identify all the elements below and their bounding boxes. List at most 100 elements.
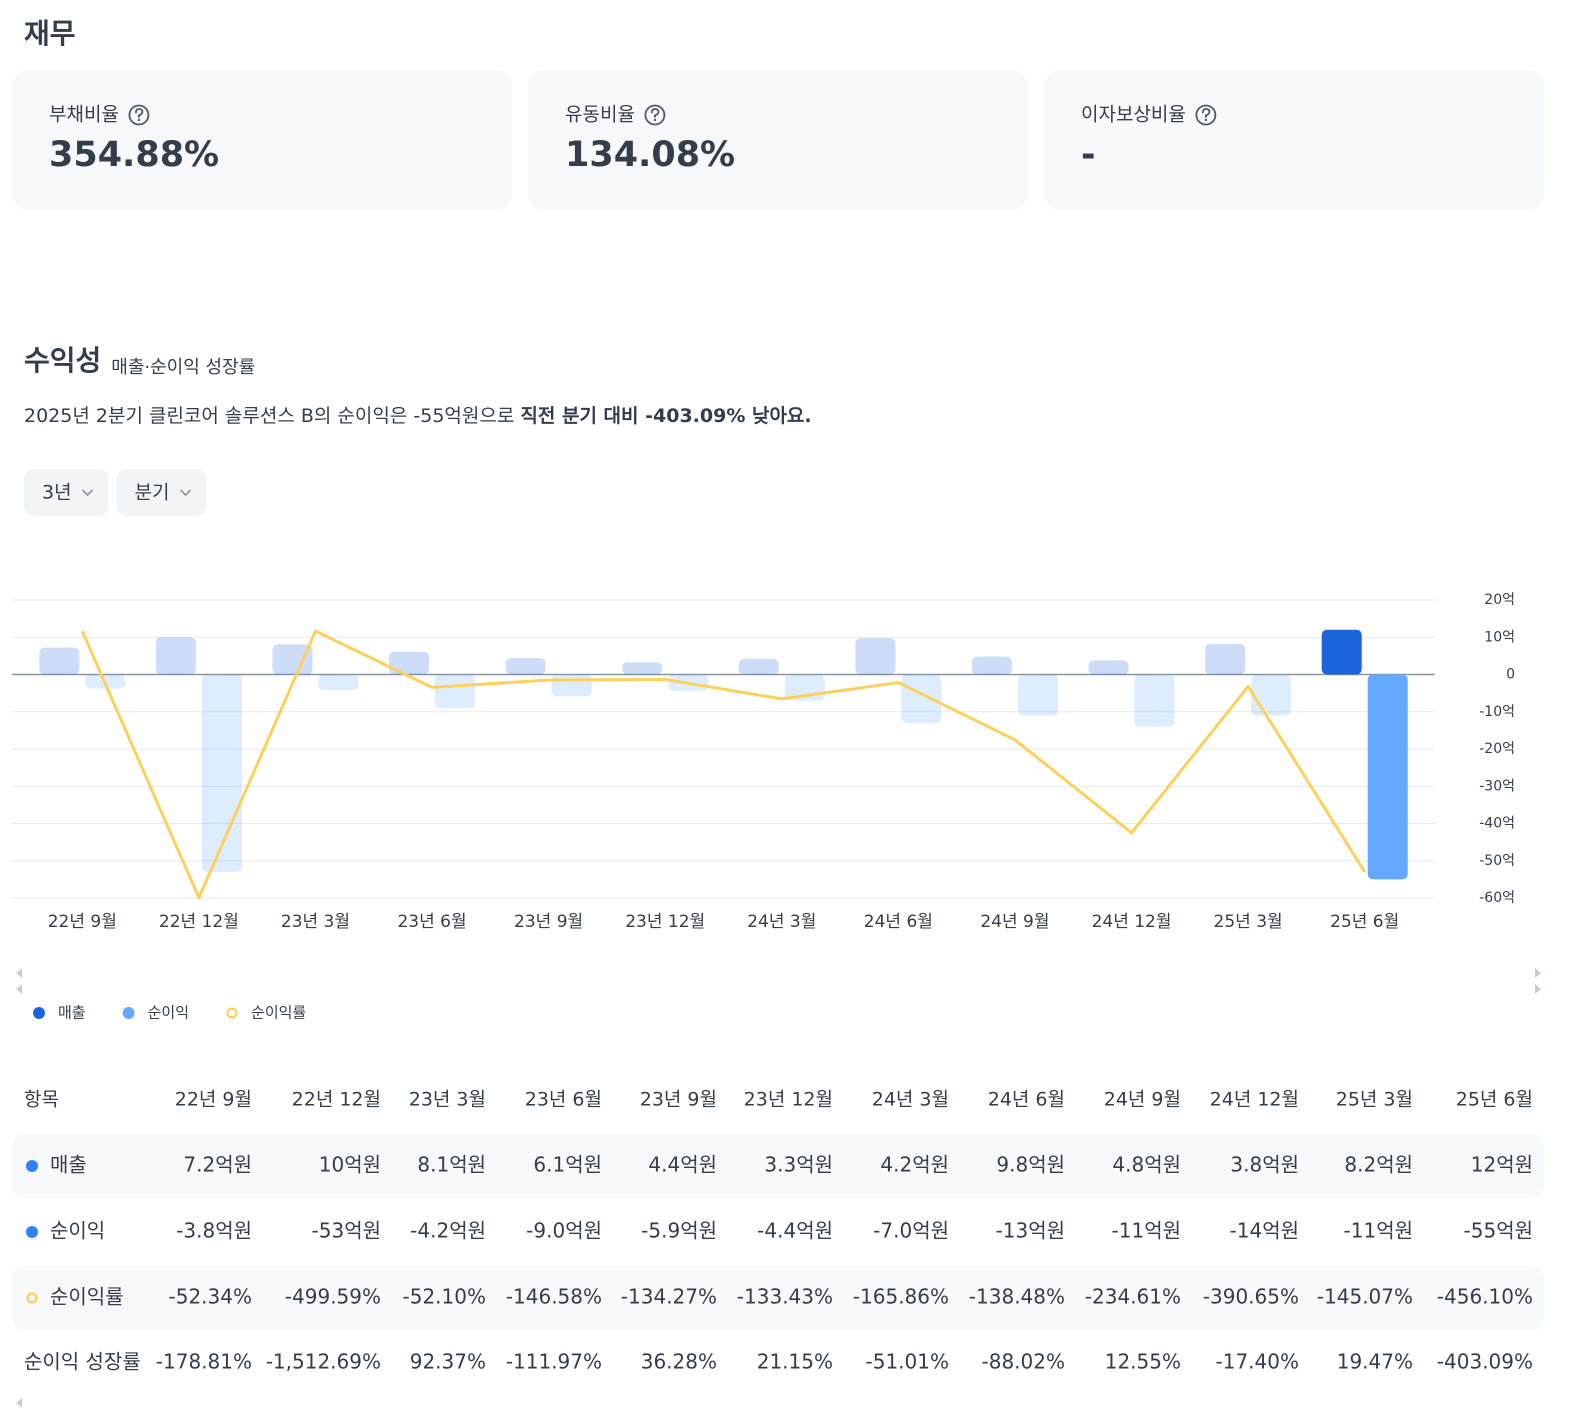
metric-value: 134.08%	[565, 135, 735, 175]
bar[interactable]	[1367, 674, 1408, 880]
help-icon[interactable]	[128, 104, 150, 126]
table-cell: -138.48%	[969, 1285, 1065, 1309]
bar[interactable]	[1134, 674, 1175, 727]
row-label: 순이익률	[50, 1285, 124, 1309]
bar[interactable]	[1321, 629, 1362, 675]
table-cell: -11억원	[1112, 1219, 1181, 1243]
bar[interactable]	[971, 656, 1012, 675]
bar[interactable]	[505, 658, 546, 675]
legend-label: 매출	[58, 1004, 86, 1022]
growth-cell: 19.47%	[1337, 1350, 1413, 1374]
bar[interactable]	[738, 658, 779, 675]
y-tick-label: 0	[1506, 667, 1515, 683]
x-tick-label: 24년 3월	[747, 912, 816, 932]
growth-cell: 21.15%	[757, 1350, 833, 1374]
x-tick-label: 22년 9월	[48, 912, 117, 932]
bar[interactable]	[1205, 643, 1246, 675]
filter-dropdown[interactable]: 3년	[24, 469, 109, 516]
filter-dropdown[interactable]: 분기	[116, 469, 207, 516]
legend-marker	[33, 1007, 45, 1019]
scroll-arrow[interactable]	[16, 984, 22, 994]
table-cell: 7.2억원	[183, 1153, 252, 1177]
bar[interactable]	[318, 674, 359, 691]
row-marker	[26, 1292, 38, 1304]
table-cell: -3.8억원	[176, 1219, 252, 1243]
table-cell: -133.43%	[737, 1285, 833, 1309]
x-tick-label: 22년 12월	[159, 912, 239, 932]
help-icon[interactable]	[1195, 104, 1217, 126]
scroll-arrow[interactable]	[1535, 968, 1541, 978]
table-header-cell: 23년 6월	[525, 1089, 602, 1111]
table-header-cell: 23년 3월	[409, 1089, 486, 1111]
table-cell: -499.59%	[285, 1285, 381, 1309]
table-header-cell: 24년 3월	[872, 1089, 949, 1111]
table-cell: 4.8억원	[1112, 1153, 1181, 1177]
line-series	[80, 629, 1366, 900]
row-label: 매출	[50, 1153, 87, 1177]
bar[interactable]	[389, 651, 430, 675]
bar[interactable]	[155, 637, 196, 675]
bar[interactable]	[1017, 674, 1058, 716]
section-title: 수익성	[24, 344, 101, 377]
metric-value: 354.88%	[49, 135, 219, 175]
filter-button	[24, 469, 109, 516]
help-circle	[644, 104, 666, 126]
x-tick-label: 24년 6월	[864, 912, 933, 932]
bar[interactable]	[39, 647, 80, 675]
x-tick-label: 25년 6월	[1330, 912, 1399, 932]
metric-label: 유동비율	[565, 104, 635, 126]
growth-cell: 36.28%	[641, 1350, 717, 1374]
legend-label: 순이익	[148, 1004, 189, 1022]
bar[interactable]	[551, 674, 592, 697]
help-icon[interactable]	[644, 104, 666, 126]
table-cell: -4.2억원	[410, 1219, 486, 1243]
scroll-arrow[interactable]	[16, 1398, 22, 1408]
legend-marker	[226, 1007, 238, 1019]
help-circle	[1195, 104, 1217, 126]
y-tick-label: -40억	[1479, 816, 1515, 832]
bar[interactable]	[1088, 660, 1129, 675]
table-row-bg	[12, 1134, 1544, 1198]
section-subtitle: 매출·순이익 성장률	[111, 357, 255, 378]
table-cell: 10억원	[319, 1153, 381, 1177]
table-cell: -11억원	[1344, 1219, 1413, 1243]
help-dot	[653, 118, 657, 122]
y-tick-label: 20억	[1484, 592, 1515, 608]
table-cell: -4.4억원	[757, 1219, 833, 1243]
help-mark	[651, 108, 660, 118]
table-cell: -55억원	[1464, 1219, 1533, 1243]
bar[interactable]	[435, 674, 476, 709]
summary-emphasis: 직전 분기 대비 -403.09% 낮아요.	[520, 405, 811, 427]
table-cell: 6.1억원	[533, 1153, 602, 1177]
scroll-arrow[interactable]	[16, 968, 22, 978]
table-cell: -146.58%	[506, 1285, 602, 1309]
y-tick-label: -10억	[1479, 704, 1515, 720]
growth-cell: -88.02%	[982, 1350, 1065, 1374]
x-tick-label: 24년 9월	[980, 912, 1049, 932]
scroll-arrow[interactable]	[1535, 984, 1541, 994]
metric-card	[1044, 70, 1544, 210]
table-cell: -134.27%	[621, 1285, 717, 1309]
table-row-bg	[12, 1266, 1544, 1330]
growth-cell: -1,512.69%	[266, 1350, 381, 1374]
x-tick-label: 25년 3월	[1214, 912, 1283, 932]
bar[interactable]	[901, 674, 942, 723]
legend-label: 순이익률	[251, 1004, 306, 1022]
bar[interactable]	[622, 662, 663, 675]
y-tick-label: -30억	[1479, 778, 1515, 794]
bar[interactable]	[855, 637, 896, 675]
filter-label: 분기	[135, 482, 170, 504]
table-cell: -165.86%	[853, 1285, 949, 1309]
table-cell: -14억원	[1230, 1219, 1299, 1243]
metric-value: -	[1081, 135, 1096, 175]
bar[interactable]	[272, 644, 313, 675]
bar[interactable]	[1251, 674, 1292, 716]
table-cell: 3.3억원	[764, 1153, 833, 1177]
help-mark	[135, 108, 144, 118]
table-cell: -53억원	[312, 1219, 381, 1243]
help-circle	[128, 104, 150, 126]
table-cell: -390.65%	[1203, 1285, 1299, 1309]
x-tick-label: 23년 12월	[625, 912, 705, 932]
summary-text: 2025년 2분기 클린코어 솔루션스 B의 순이익은 -55억원으로	[24, 405, 520, 427]
help-dot	[1204, 118, 1208, 122]
